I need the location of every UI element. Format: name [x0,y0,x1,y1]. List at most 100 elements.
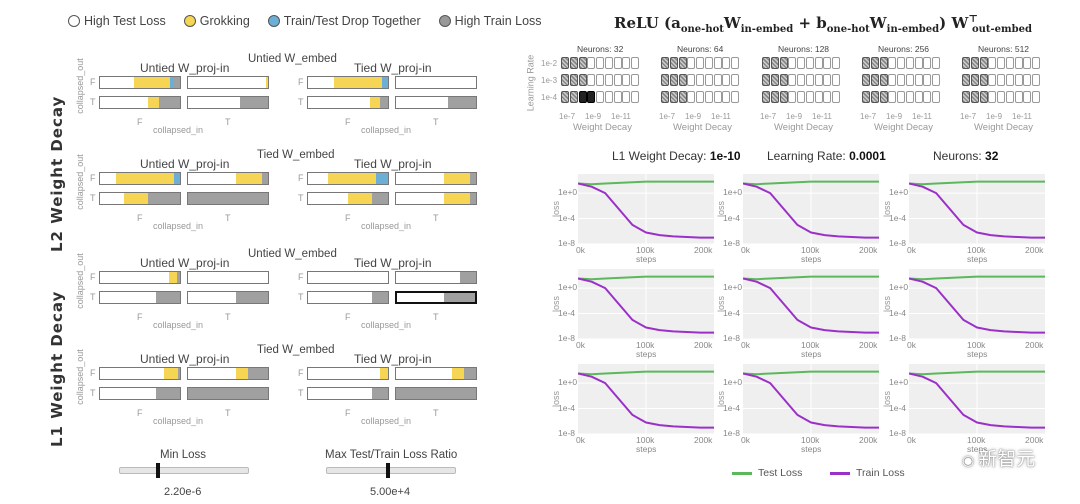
model-bar[interactable] [99,192,181,205]
grid-cell[interactable] [970,74,979,86]
grid-cell[interactable] [713,91,722,103]
grid-cell[interactable] [897,91,906,103]
grid-cell[interactable] [704,91,713,103]
max-ratio-slider[interactable] [326,463,456,478]
grid-cell[interactable] [779,57,788,69]
model-bar[interactable] [395,387,477,400]
grid-cell[interactable] [770,91,779,103]
grid-cell[interactable] [888,57,897,69]
grid-cell[interactable] [879,91,888,103]
grid-cell[interactable] [678,91,687,103]
grid-cell[interactable] [561,91,569,103]
grid-cell[interactable] [631,57,640,69]
grid-cell[interactable] [604,57,613,69]
grid-cell[interactable] [823,57,832,69]
grid-cell[interactable] [1005,91,1014,103]
grid-cell[interactable] [569,91,578,103]
grid-cell[interactable] [814,74,823,86]
model-bar[interactable] [99,367,181,380]
grid-cell[interactable] [788,74,797,86]
model-bar[interactable] [395,271,477,284]
grid-cell[interactable] [832,91,841,103]
grid-cell[interactable] [722,91,731,103]
grid-cell[interactable] [905,91,914,103]
grid-cell[interactable] [779,91,788,103]
grid-cell[interactable] [870,74,879,86]
grid-cell[interactable] [722,74,731,86]
grid-cell[interactable] [587,91,596,103]
model-bar[interactable] [307,192,389,205]
grid-cell[interactable] [988,74,997,86]
grid-cell[interactable] [696,91,705,103]
grid-cell[interactable] [578,57,587,69]
grid-cell[interactable] [988,91,997,103]
grid-cell[interactable] [997,57,1006,69]
grid-cell[interactable] [779,74,788,86]
model-bar[interactable] [395,192,477,205]
model-bar[interactable] [99,96,181,109]
grid-cell[interactable] [823,91,832,103]
grid-cell[interactable] [678,57,687,69]
model-bar[interactable] [99,387,181,400]
grid-cell[interactable] [923,74,932,86]
grid-cell[interactable] [587,57,596,69]
grid-cell[interactable] [805,74,814,86]
model-bar[interactable] [395,172,477,185]
grid-cell[interactable] [622,91,631,103]
model-bar[interactable] [187,271,269,284]
grid-cell[interactable] [870,91,879,103]
model-bar[interactable] [395,291,477,304]
model-bar[interactable] [187,172,269,185]
grid-cell[interactable] [631,91,640,103]
grid-cell[interactable] [932,74,941,86]
grid-cell[interactable] [731,91,740,103]
grid-cell[interactable] [788,57,797,69]
model-bar[interactable] [307,367,389,380]
grid-cell[interactable] [979,91,988,103]
grid-cell[interactable] [1014,57,1023,69]
grid-cell[interactable] [797,74,806,86]
grid-cell[interactable] [914,91,923,103]
grid-cell[interactable] [622,57,631,69]
model-bar[interactable] [307,172,389,185]
grid-cell[interactable] [1023,57,1032,69]
grid-cell[interactable] [561,57,569,69]
grid-cell[interactable] [578,74,587,86]
grid-cell[interactable] [669,57,678,69]
grid-cell[interactable] [687,57,696,69]
grid-cell[interactable] [814,91,823,103]
grid-cell[interactable] [870,57,879,69]
grid-cell[interactable] [613,91,622,103]
grid-cell[interactable] [1032,74,1041,86]
grid-cell[interactable] [770,74,779,86]
grid-cell[interactable] [661,91,669,103]
grid-cell[interactable] [678,74,687,86]
grid-cell[interactable] [970,57,979,69]
grid-cell[interactable] [687,74,696,86]
grid-cell[interactable] [722,57,731,69]
model-bar[interactable] [307,387,389,400]
grid-cell[interactable] [805,91,814,103]
model-bar[interactable] [187,387,269,400]
grid-cell[interactable] [897,74,906,86]
model-bar[interactable] [395,76,477,89]
model-bar[interactable] [307,291,389,304]
grid-cell[interactable] [797,91,806,103]
grid-cell[interactable] [879,74,888,86]
model-bar[interactable] [99,291,181,304]
grid-cell[interactable] [897,57,906,69]
grid-cell[interactable] [1032,57,1041,69]
grid-cell[interactable] [669,74,678,86]
grid-cell[interactable] [561,74,569,86]
grid-cell[interactable] [814,57,823,69]
grid-cell[interactable] [1032,91,1041,103]
grid-cell[interactable] [862,91,870,103]
grid-cell[interactable] [1023,74,1032,86]
grid-cell[interactable] [914,57,923,69]
model-bar[interactable] [99,76,181,89]
grid-cell[interactable] [1005,74,1014,86]
grid-cell[interactable] [962,57,970,69]
model-bar[interactable] [99,172,181,185]
grid-cell[interactable] [1005,57,1014,69]
model-bar[interactable] [395,367,477,380]
